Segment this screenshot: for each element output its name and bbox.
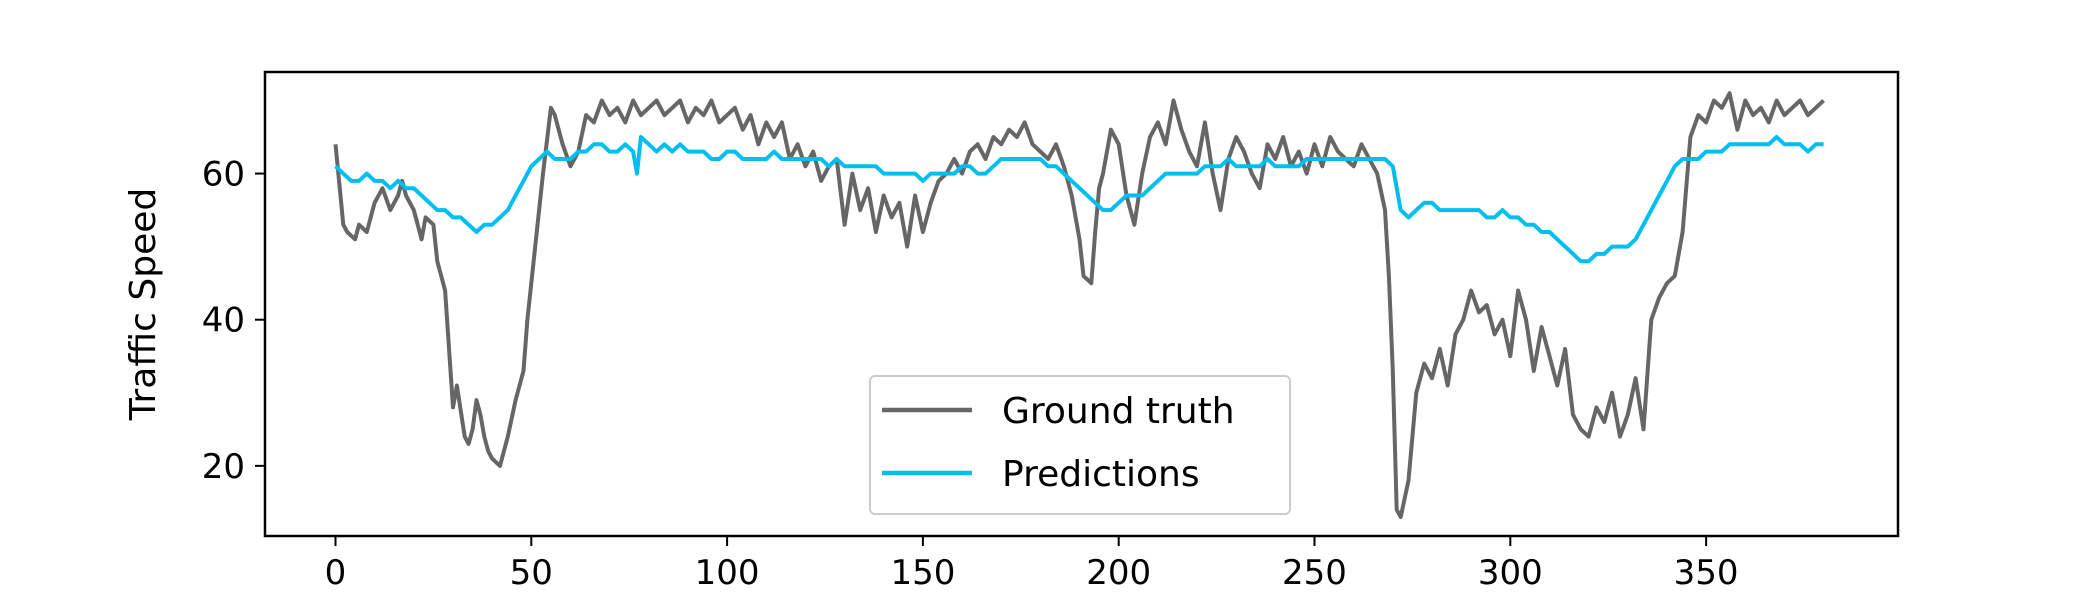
x-tick-label: 200 <box>1086 553 1151 593</box>
series-line-ground-truth <box>333 91 1825 519</box>
y-tick-label: 20 <box>202 447 245 487</box>
x-tick-label: 0 <box>325 553 347 593</box>
y-axis-title: Traffic Speed <box>123 188 164 421</box>
legend-label-predictions: Predictions <box>1002 454 1200 495</box>
y-tick-label: 40 <box>202 301 245 341</box>
legend-label-ground-truth: Ground truth <box>1002 391 1235 432</box>
x-tick-label: 300 <box>1478 553 1543 593</box>
x-tick-label: 150 <box>890 553 955 593</box>
legend: Ground truth Predictions <box>869 375 1291 515</box>
series-layer <box>333 91 1825 519</box>
series-line-predictions <box>334 135 1824 264</box>
x-axis: 0 50 100 150 200 250 300 350 <box>325 536 1739 593</box>
legend-box <box>869 375 1291 515</box>
plot-frame <box>263 70 1900 538</box>
y-tick-label: 60 <box>202 155 245 195</box>
x-tick-label: 350 <box>1674 553 1739 593</box>
x-tick-label: 100 <box>695 553 760 593</box>
y-axis: 20 40 60 <box>202 155 265 487</box>
x-tick-label: 250 <box>1282 553 1347 593</box>
x-tick-label: 50 <box>510 553 553 593</box>
